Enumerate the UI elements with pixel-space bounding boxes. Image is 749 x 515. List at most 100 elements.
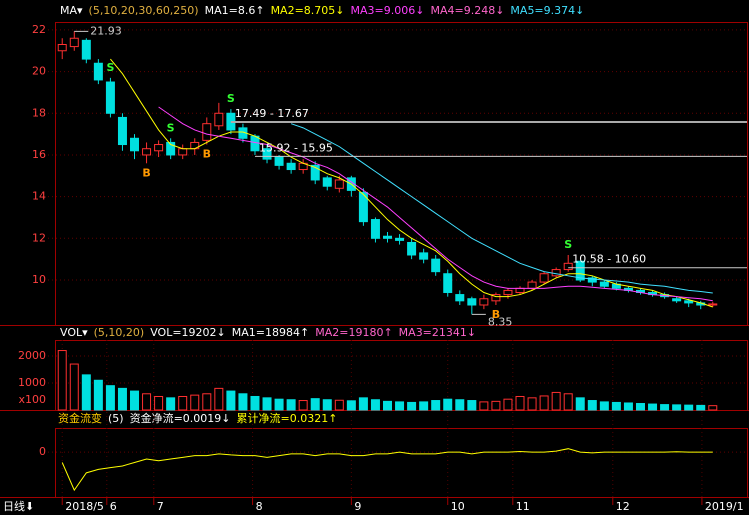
volume-bar (467, 400, 477, 411)
volume-bar (696, 404, 706, 411)
candle-body (117, 116, 127, 146)
candle-body (587, 277, 597, 283)
x-tick-label: 8 (256, 500, 263, 513)
volume-bar (57, 350, 67, 411)
header-item: MA3=21341↓ (399, 326, 476, 339)
ma-line (158, 106, 713, 302)
x-tick-label: 2019/1 (705, 500, 744, 513)
volume-bar (479, 401, 489, 411)
candle-body (467, 298, 477, 306)
y-tick-label: 22 (32, 23, 46, 36)
y-tick-label: 1000 (18, 376, 46, 389)
candle-body (81, 39, 91, 60)
level-label: 10.58 - 10.60 (572, 253, 646, 266)
x-tick-label: 7 (157, 500, 164, 513)
candle-body (202, 123, 212, 141)
volume-bar (395, 401, 405, 411)
volume-bar (575, 397, 585, 411)
volume-bar (214, 387, 224, 411)
header-item: MA5=9.374↓ (510, 4, 584, 17)
candle-body (599, 281, 609, 287)
signal: S (564, 238, 572, 251)
candle-body (334, 179, 344, 189)
volume-bar (346, 400, 356, 411)
candle-body (250, 135, 260, 152)
candle-body (563, 262, 573, 271)
signal: B (203, 148, 211, 161)
candle-body (672, 298, 682, 302)
header-item: (5,10,20,30,60,250) (89, 4, 199, 17)
candle-body (383, 235, 392, 239)
volume-bar (370, 399, 380, 411)
volume-bar (117, 387, 127, 411)
signal: S (167, 121, 175, 134)
x-tick-label: 9 (354, 500, 361, 513)
x-tick-label: 10 (451, 500, 465, 513)
volume-bar (105, 385, 115, 411)
header-item: (5,10,20) (94, 326, 145, 339)
volume-bar (178, 395, 188, 411)
candle-body (214, 112, 224, 127)
y-tick-label: 16 (32, 148, 46, 161)
candle-body (130, 137, 140, 152)
header-item: MA1=18984↑ (232, 326, 309, 339)
candle-body (539, 273, 549, 283)
volume-bar (334, 399, 344, 411)
volume-bar (551, 391, 561, 411)
volume-bar (648, 403, 658, 411)
candle-body (286, 162, 296, 171)
volume-bar (527, 397, 537, 411)
volume-bar (81, 374, 91, 411)
volume-bar (635, 403, 645, 411)
volume-bar (708, 405, 718, 411)
annotation: 21.93 (90, 24, 122, 37)
volume-bar (298, 400, 308, 411)
candle-body (142, 148, 152, 156)
flow-line (61, 448, 713, 492)
candle-body (395, 237, 405, 241)
volume-bar (515, 395, 525, 411)
header-item: MA1=8.6↑ (205, 4, 265, 17)
y-tick-label: 10 (32, 273, 46, 286)
candle-body (310, 164, 320, 181)
candle-body (708, 303, 718, 306)
volume-bar (491, 400, 501, 411)
candle-body (322, 177, 332, 187)
volume-bar (563, 393, 573, 411)
volume-bar (322, 399, 332, 411)
candle-body (575, 260, 585, 281)
candle-body (431, 258, 441, 273)
volume-bar (310, 398, 320, 411)
x-tick-label: 12 (616, 500, 630, 513)
volume-bar (431, 400, 441, 411)
signal: S (106, 61, 114, 74)
candle-body (515, 287, 525, 293)
y-tick-label: 2000 (18, 349, 46, 362)
candle-body (479, 298, 489, 306)
volume-bar (93, 379, 103, 411)
volume-bar (166, 397, 176, 411)
candle-body (358, 191, 368, 223)
y-tick-label: 20 (32, 65, 46, 78)
candle-body (503, 289, 513, 296)
header-item: VOL=19202↓ (150, 326, 226, 339)
candle-body (419, 252, 429, 260)
volume-bar (262, 397, 272, 411)
level-label: 17.49 - 17.67 (235, 107, 309, 120)
x-tick-label: 6 (110, 500, 117, 513)
candle-body (443, 273, 453, 293)
volume-bar (587, 400, 597, 411)
period-label: 日线⬇ (3, 499, 34, 513)
signal: S (227, 92, 235, 105)
y-tick-label: 0 (39, 445, 46, 458)
candle-body (551, 269, 561, 277)
ma-line (290, 123, 713, 294)
signal: B (142, 166, 150, 179)
candle-body (154, 144, 164, 152)
volume-bar (154, 395, 164, 411)
candle-body (370, 219, 380, 239)
header-item: 资金流变 (58, 411, 102, 425)
candle-body (527, 281, 537, 289)
